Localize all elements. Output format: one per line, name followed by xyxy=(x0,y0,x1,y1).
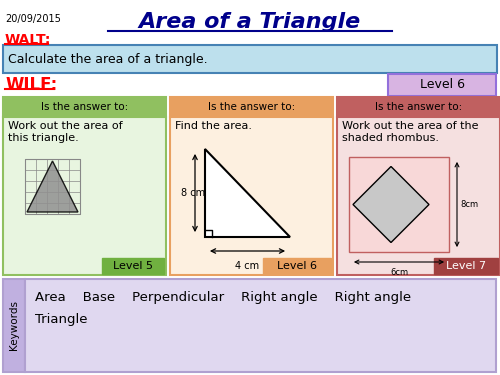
Polygon shape xyxy=(353,166,429,243)
FancyBboxPatch shape xyxy=(3,97,166,117)
Text: Level 7: Level 7 xyxy=(446,261,486,271)
FancyBboxPatch shape xyxy=(337,117,500,275)
Polygon shape xyxy=(205,149,290,237)
Text: 4 cm: 4 cm xyxy=(236,261,260,271)
Text: 20/09/2015: 20/09/2015 xyxy=(5,14,61,24)
FancyBboxPatch shape xyxy=(3,117,166,275)
Text: WALT:: WALT: xyxy=(5,33,52,47)
FancyBboxPatch shape xyxy=(170,117,333,275)
Text: Is the answer to:: Is the answer to: xyxy=(375,102,462,112)
Text: Level 5: Level 5 xyxy=(113,261,153,271)
Text: Level 6: Level 6 xyxy=(420,78,465,92)
FancyBboxPatch shape xyxy=(25,279,496,372)
Text: Is the answer to:: Is the answer to: xyxy=(208,102,295,112)
FancyBboxPatch shape xyxy=(434,258,498,274)
FancyBboxPatch shape xyxy=(388,74,496,96)
FancyBboxPatch shape xyxy=(3,45,497,73)
Text: Find the area.: Find the area. xyxy=(175,121,252,131)
Text: Calculate the area of a triangle.: Calculate the area of a triangle. xyxy=(8,53,207,66)
Text: 6cm: 6cm xyxy=(390,268,408,277)
Text: Keywords: Keywords xyxy=(9,300,19,351)
Text: 8 cm: 8 cm xyxy=(181,188,205,198)
FancyBboxPatch shape xyxy=(102,258,164,274)
FancyBboxPatch shape xyxy=(349,157,449,252)
Text: Area of a Triangle: Area of a Triangle xyxy=(139,12,361,32)
FancyBboxPatch shape xyxy=(263,258,331,274)
Polygon shape xyxy=(27,161,78,212)
FancyBboxPatch shape xyxy=(170,97,333,117)
Text: WILF:: WILF: xyxy=(5,76,57,94)
Text: Area    Base    Perpendicular    Right angle    Right angle: Area Base Perpendicular Right angle Righ… xyxy=(35,291,411,304)
Text: Work out the area of
this triangle.: Work out the area of this triangle. xyxy=(8,121,122,142)
Text: Level 6: Level 6 xyxy=(277,261,317,271)
Text: Work out the area of the
shaded rhombus.: Work out the area of the shaded rhombus. xyxy=(342,121,478,142)
FancyBboxPatch shape xyxy=(337,97,500,117)
Text: Triangle: Triangle xyxy=(35,313,88,326)
FancyBboxPatch shape xyxy=(3,279,25,372)
Text: 8cm: 8cm xyxy=(460,200,478,209)
Text: Is the answer to:: Is the answer to: xyxy=(41,102,128,112)
